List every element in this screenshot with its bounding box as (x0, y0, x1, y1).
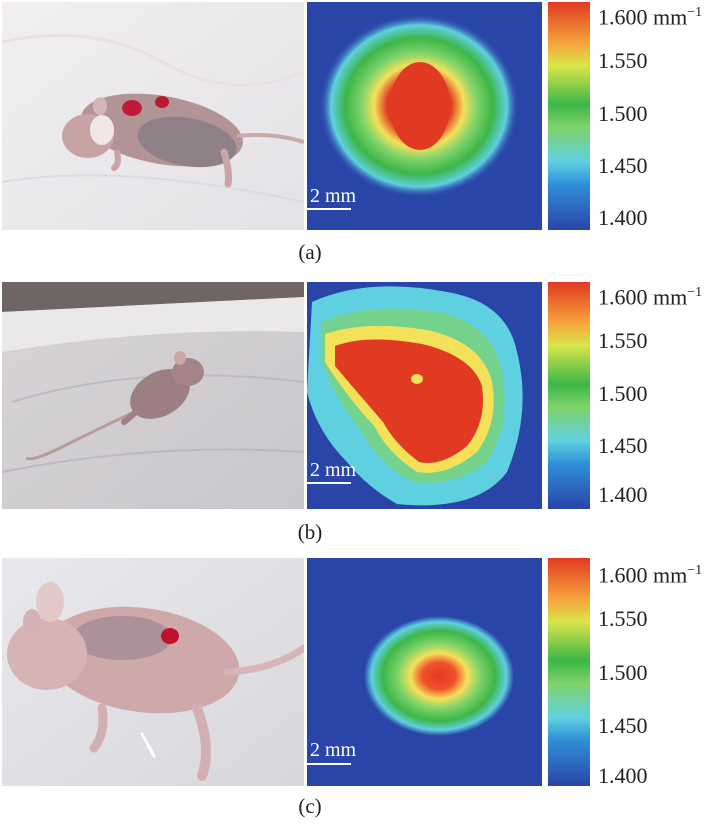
caption-b: (b) (297, 520, 323, 544)
colorbar-tick-b-3: 1.550 (598, 328, 648, 353)
colorbar-b (548, 282, 590, 509)
colorbar-tick-c-2: 1.500 (598, 660, 648, 685)
colorbar-tick-c-0: 1.400 (598, 763, 648, 788)
colorbar-tick-b-0: 1.400 (598, 482, 648, 507)
colorbar-tick-c-1: 1.450 (598, 713, 648, 738)
colorbar-a (548, 2, 590, 230)
panel-c: 2 mm 1.600 mm−1 1.550 1.500 1.450 1.4 (0, 558, 708, 824)
caption-c: (c) (298, 794, 322, 818)
colorbar-tick-max-b: 1.600 mm−1 (598, 284, 703, 310)
heatmap-b (307, 282, 542, 509)
colorbar-tick-a-0: 1.400 (598, 205, 648, 230)
colorbar-tick-max-a: 1.600 mm−1 (598, 4, 703, 30)
mouse-photo-a (2, 2, 304, 230)
colorbar-c (548, 558, 590, 786)
heatmap-c (307, 558, 542, 786)
mouse-photo-c (2, 558, 304, 786)
scale-label-a: 2 mm (310, 185, 357, 207)
scale-bar-c (307, 763, 351, 765)
colorbar-tick-b-2: 1.500 (598, 381, 648, 406)
colorbar-tick-a-2: 1.500 (598, 101, 648, 126)
scale-label-c: 2 mm (310, 739, 357, 761)
colorbar-tick-max-c: 1.600 mm−1 (598, 562, 703, 588)
mouse-photo-b (2, 282, 304, 509)
colorbar-tick-b-1: 1.450 (598, 433, 648, 458)
panel-a: 2 mm 1.600 mm−1 1.550 1.500 1.450 1.4 (0, 0, 708, 270)
caption-a: (a) (298, 240, 322, 264)
scale-label-b: 2 mm (310, 459, 357, 481)
scale-bar-b (307, 482, 351, 484)
colorbar-tick-a-3: 1.550 (598, 48, 648, 73)
scale-bar-a (307, 208, 351, 210)
heatmap-a (307, 2, 542, 230)
colorbar-tick-c-3: 1.550 (598, 606, 648, 631)
colorbar-tick-a-1: 1.450 (598, 153, 648, 178)
panel-b: 2 mm 1.600 mm−1 1.550 1.500 1.450 1.4 (0, 280, 708, 550)
